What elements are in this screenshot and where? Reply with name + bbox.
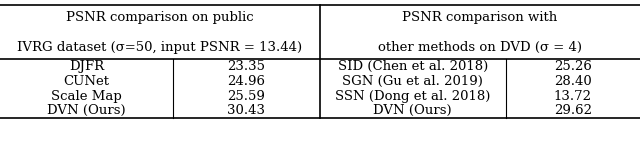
- Text: 25.26: 25.26: [554, 60, 592, 73]
- Text: IVRG dataset (σ=50, input PSNR = 13.44): IVRG dataset (σ=50, input PSNR = 13.44): [17, 41, 303, 54]
- Text: 30.43: 30.43: [227, 104, 266, 117]
- Text: SSN (Dong et al. 2018): SSN (Dong et al. 2018): [335, 90, 490, 103]
- Text: 13.72: 13.72: [554, 90, 592, 103]
- Text: DJFR: DJFR: [69, 60, 104, 73]
- Text: CUNet: CUNet: [63, 75, 109, 88]
- Text: Scale Map: Scale Map: [51, 90, 122, 103]
- Text: SID (Chen et al. 2018): SID (Chen et al. 2018): [338, 60, 488, 73]
- Text: 28.40: 28.40: [554, 75, 591, 88]
- Text: PSNR comparison on public: PSNR comparison on public: [66, 11, 254, 24]
- Text: other methods on DVD (σ = 4): other methods on DVD (σ = 4): [378, 41, 582, 54]
- Text: 23.35: 23.35: [227, 60, 266, 73]
- Text: PSNR comparison with: PSNR comparison with: [403, 11, 557, 24]
- Text: 25.59: 25.59: [227, 90, 266, 103]
- Text: DVN (Ours): DVN (Ours): [374, 104, 452, 117]
- Text: SGN (Gu et al. 2019): SGN (Gu et al. 2019): [342, 75, 483, 88]
- Text: DVN (Ours): DVN (Ours): [47, 104, 125, 117]
- Text: 29.62: 29.62: [554, 104, 592, 117]
- Text: 24.96: 24.96: [227, 75, 266, 88]
